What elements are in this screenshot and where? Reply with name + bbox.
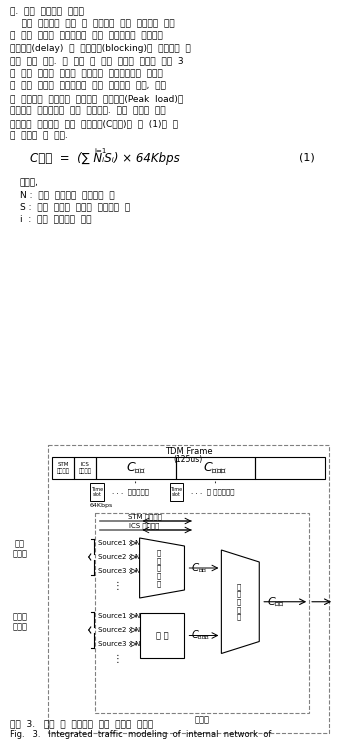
Text: $C_{비전술}$: $C_{비전술}$ bbox=[203, 461, 227, 476]
Text: 이  미리  할당된  타임슬롯을  항상  점유하게  되며,  이때: 이 미리 할당된 타임슬롯을 항상 점유하게 되며, 이때 bbox=[10, 82, 166, 91]
Text: 도록  해야  한다.  이  경우  각  입력  트래픽  소스는  그림  3: 도록 해야 한다. 이 경우 각 입력 트래픽 소스는 그림 3 bbox=[10, 57, 184, 66]
Bar bbox=[175, 457, 255, 479]
Bar bbox=[96, 457, 175, 479]
Text: 그림  3.   함정  내  통신망의  통합  트래픽  모델링: 그림 3. 함정 내 통신망의 통합 트래픽 모델링 bbox=[10, 719, 153, 728]
Text: i  :  전술  트래픽의  종류: i : 전술 트래픽의 종류 bbox=[20, 214, 91, 223]
Text: . . .  전술트래픽: . . . 전술트래픽 bbox=[112, 488, 149, 495]
Text: ⋮: ⋮ bbox=[113, 654, 122, 664]
Text: Source1 x N: Source1 x N bbox=[98, 540, 140, 546]
Text: 고려하여  타임슬롯의  수가  결정된다.  이를  토대로  전술: 고려하여 타임슬롯의 수가 결정된다. 이를 토대로 전술 bbox=[10, 106, 166, 116]
Text: i=1: i=1 bbox=[95, 148, 107, 154]
Text: S :  전술  트래픽  종류별  타임슬롯  수: S : 전술 트래픽 종류별 타임슬롯 수 bbox=[20, 203, 130, 211]
Text: . . .  비 전술트래픽: . . . 비 전술트래픽 bbox=[191, 488, 235, 495]
Text: 64Kbps: 64Kbps bbox=[90, 503, 113, 508]
Text: ⋮: ⋮ bbox=[113, 581, 122, 591]
Bar bbox=[255, 457, 325, 479]
Text: 비전술
트래픽: 비전술 트래픽 bbox=[12, 612, 27, 632]
Text: 다
중
화
장
치: 다 중 화 장 치 bbox=[157, 550, 161, 587]
Text: Source2 x N: Source2 x N bbox=[98, 627, 140, 633]
Text: STM
오버헤드: STM 오버헤드 bbox=[56, 462, 69, 473]
Text: ICS 오버헤드: ICS 오버헤드 bbox=[129, 522, 160, 529]
Text: Time
slot: Time slot bbox=[91, 487, 103, 498]
Text: 교환기: 교환기 bbox=[194, 715, 209, 724]
Text: Time
slot: Time slot bbox=[171, 487, 183, 498]
Text: 에  모든  트래픽  입력소스에  대해  타임슬롯을  할당하여: 에 모든 트래픽 입력소스에 대해 타임슬롯을 할당하여 bbox=[10, 32, 163, 41]
Text: 가.  전술  트래픽의  다중화: 가. 전술 트래픽의 다중화 bbox=[10, 7, 84, 16]
Text: 전술  트래픽은  작전  시  중요도가  높은  정보이기  때문: 전술 트래픽은 작전 시 중요도가 높은 정보이기 때문 bbox=[10, 19, 175, 28]
Text: (1): (1) bbox=[299, 152, 315, 162]
Text: 전술
트래픽: 전술 트래픽 bbox=[12, 539, 27, 559]
Text: 이  나타낼  수  있다.: 이 나타낼 수 있다. bbox=[10, 131, 68, 140]
Text: C전술  =  (∑ NᵢSᵢ) × 64Kbps: C전술 = (∑ NᵢSᵢ) × 64Kbps bbox=[30, 152, 180, 165]
Text: Fig.   3.   Integrated  traffic  modeling  of  internal  network  of: Fig. 3. Integrated traffic modeling of i… bbox=[10, 730, 271, 739]
Text: Source3 x N: Source3 x N bbox=[98, 641, 140, 647]
Text: $C_{전술}$: $C_{전술}$ bbox=[126, 461, 145, 476]
Text: N :  전술  트래픽의  입력소스  수: N : 전술 트래픽의 입력소스 수 bbox=[20, 191, 115, 200]
Text: $C_{종합}$: $C_{종합}$ bbox=[267, 595, 285, 609]
Text: Source2 x N: Source2 x N bbox=[98, 554, 140, 560]
Text: 각  트래픽의  종류별로  트래픽의  최대부하(Peak  load)를: 각 트래픽의 종류별로 트래픽의 최대부하(Peak load)를 bbox=[10, 94, 183, 103]
Text: 트래픽의  다중화에  의한  링크용량(C전술)은  식  (1)과  같: 트래픽의 다중화에 의한 링크용량(C전술)은 식 (1)과 같 bbox=[10, 119, 178, 128]
Text: Source1 x N: Source1 x N bbox=[98, 613, 140, 619]
Bar bbox=[52, 457, 74, 479]
Text: 여기서,: 여기서, bbox=[20, 179, 39, 188]
Text: 버 퍼: 버 퍼 bbox=[156, 631, 169, 640]
Text: $C_{전술}$: $C_{전술}$ bbox=[191, 562, 208, 575]
Text: (125us): (125us) bbox=[174, 455, 203, 464]
Text: STM 오버헤드: STM 오버헤드 bbox=[128, 513, 162, 520]
Bar bbox=[90, 483, 104, 501]
Text: 의  전술  트래픽  다중화  장치로의  도착여부와는  상관없: 의 전술 트래픽 다중화 장치로의 도착여부와는 상관없 bbox=[10, 69, 163, 78]
Bar bbox=[139, 613, 184, 658]
Text: ICS
오버헤드: ICS 오버헤드 bbox=[78, 462, 91, 473]
Bar bbox=[170, 483, 183, 501]
Text: TDM Frame: TDM Frame bbox=[165, 447, 212, 456]
Text: $C_{비전술}$: $C_{비전술}$ bbox=[191, 629, 211, 643]
Text: 전송지연(delay)  및  전송차단(blocking)이  발생하지  않: 전송지연(delay) 및 전송차단(blocking)이 발생하지 않 bbox=[10, 44, 191, 53]
Text: Source3 x N: Source3 x N bbox=[98, 568, 140, 574]
Text: 다
중
화
장
치: 다 중 화 장 치 bbox=[236, 583, 240, 621]
Bar bbox=[74, 457, 96, 479]
